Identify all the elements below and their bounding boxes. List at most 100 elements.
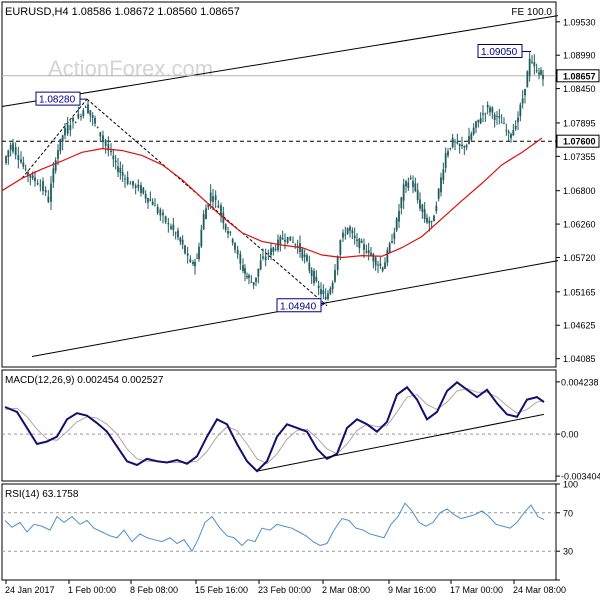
candle-body bbox=[44, 190, 47, 193]
candle-body bbox=[331, 282, 334, 290]
candle-body bbox=[59, 138, 62, 152]
macd-line bbox=[4, 381, 545, 473]
candle-body bbox=[475, 121, 477, 128]
candle-body bbox=[217, 205, 220, 208]
moving-average-line bbox=[1, 137, 543, 259]
candle-body bbox=[472, 127, 475, 135]
candle-body bbox=[244, 268, 246, 274]
candle-body bbox=[493, 114, 496, 121]
candle-body bbox=[281, 237, 284, 240]
candle-body bbox=[428, 220, 431, 224]
fe-label: FE 100.0 bbox=[511, 7, 552, 18]
candle-body bbox=[91, 115, 94, 118]
retracement-line bbox=[21, 98, 88, 179]
price-layer: 1.09530 1.08990 1.08450 1.07895 1.07355 1.068… bbox=[1, 15, 600, 364]
candle-body bbox=[479, 118, 482, 124]
x-tick-label: 1 Feb 00:00 bbox=[68, 585, 116, 595]
candle-body bbox=[491, 107, 494, 113]
candle-body bbox=[519, 104, 522, 117]
candle-body bbox=[426, 217, 428, 223]
candle-body bbox=[379, 263, 382, 266]
candle-body bbox=[507, 131, 510, 134]
candle-body bbox=[194, 261, 196, 267]
candle-body bbox=[17, 154, 20, 161]
candle-body bbox=[463, 146, 466, 148]
candle-body bbox=[250, 281, 253, 283]
candle-body bbox=[270, 248, 272, 256]
candle-body bbox=[286, 236, 289, 243]
candle-body bbox=[255, 277, 257, 282]
candle-body bbox=[363, 244, 365, 251]
candle-body bbox=[246, 276, 248, 278]
candle-body bbox=[324, 296, 327, 300]
candle-body bbox=[9, 144, 12, 150]
rsi-y-tick-label: 100 bbox=[563, 480, 578, 490]
candle-body bbox=[252, 282, 255, 286]
candle-body bbox=[29, 175, 32, 178]
candle-body bbox=[412, 180, 414, 188]
candle-body bbox=[164, 216, 167, 223]
candle-body bbox=[456, 141, 459, 144]
candle-body bbox=[486, 104, 489, 108]
candle-body bbox=[66, 124, 69, 134]
candle-body bbox=[284, 239, 286, 242]
candle-body bbox=[72, 117, 74, 122]
candle-body bbox=[468, 136, 470, 145]
candle-body bbox=[220, 205, 222, 215]
candle-body bbox=[301, 248, 304, 259]
price-y-tick-label: 1.09530 bbox=[563, 17, 596, 27]
candle-body bbox=[451, 137, 454, 148]
candle-body bbox=[306, 255, 308, 261]
candle-body bbox=[521, 98, 524, 104]
price-y-tick-label: 1.08990 bbox=[563, 51, 596, 61]
candle-body bbox=[99, 132, 102, 137]
candle-body bbox=[54, 160, 57, 171]
candle-body bbox=[227, 231, 229, 234]
candle-body bbox=[264, 256, 267, 261]
candle-body bbox=[402, 184, 405, 201]
candle-body bbox=[104, 139, 107, 146]
candle-body bbox=[421, 204, 424, 213]
macd-y-tick-label: 0.004238 bbox=[561, 377, 599, 387]
candle-body bbox=[149, 199, 152, 201]
macd-panel bbox=[1, 369, 557, 482]
candle-body bbox=[69, 125, 72, 131]
candle-body bbox=[322, 290, 325, 295]
candle-body bbox=[279, 236, 282, 246]
candle-body bbox=[102, 135, 104, 142]
candle-body bbox=[7, 150, 10, 158]
candle-body bbox=[170, 226, 172, 229]
candle-body bbox=[496, 116, 498, 117]
candle-body bbox=[126, 177, 129, 184]
rsi-layer: 100 70 30 bbox=[2, 480, 578, 581]
candle-body bbox=[229, 231, 232, 233]
candle-body bbox=[156, 206, 159, 213]
candle-body bbox=[381, 267, 384, 271]
x-tick-label: 2 Mar 08:00 bbox=[322, 585, 370, 595]
candle-body bbox=[57, 150, 59, 159]
x-tick-label: 24 Jan 2017 bbox=[5, 585, 55, 595]
candle-body bbox=[477, 119, 480, 123]
x-tick-label: 23 Feb 00:00 bbox=[258, 585, 311, 595]
candle-body bbox=[435, 205, 438, 212]
candle-body bbox=[358, 238, 361, 248]
price-panel bbox=[1, 1, 557, 368]
candle-body bbox=[179, 237, 182, 242]
candle-body bbox=[94, 117, 96, 124]
candle-body bbox=[367, 249, 370, 254]
candle-body bbox=[437, 188, 440, 199]
candle-body bbox=[365, 251, 368, 253]
candle-body bbox=[137, 184, 140, 189]
candle-body bbox=[272, 247, 275, 252]
candle-body bbox=[440, 177, 442, 193]
candle-body bbox=[112, 155, 115, 160]
candle-body bbox=[80, 116, 82, 117]
price-y-tick-label: 1.04625 bbox=[563, 321, 596, 331]
macd-trendline bbox=[256, 413, 545, 472]
candle-body bbox=[117, 166, 119, 173]
candle-body bbox=[198, 246, 200, 260]
candle-body bbox=[327, 293, 329, 300]
candle-body bbox=[454, 141, 456, 143]
candle-body bbox=[517, 117, 519, 123]
candle-body bbox=[503, 122, 505, 124]
